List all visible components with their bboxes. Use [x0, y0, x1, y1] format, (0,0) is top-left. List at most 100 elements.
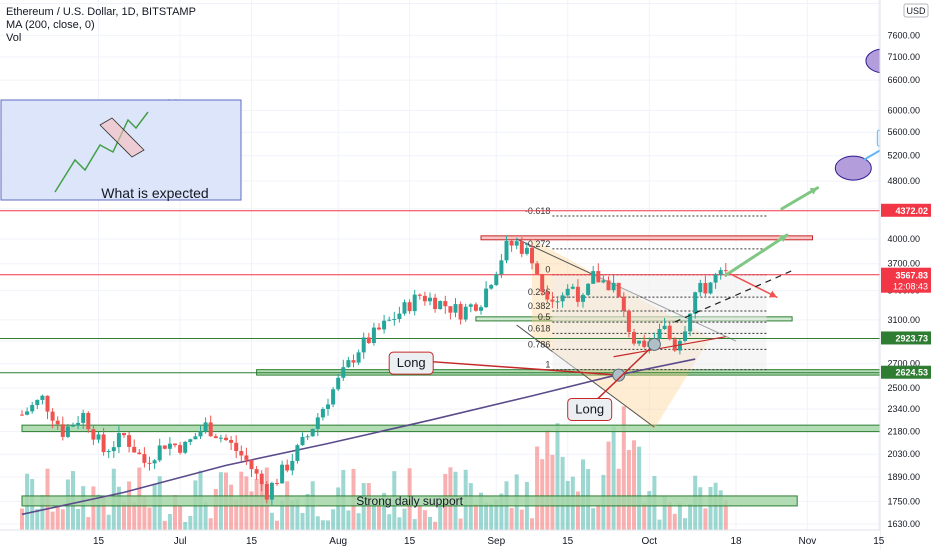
candle-body — [407, 302, 412, 312]
candle-body — [259, 473, 264, 485]
candle-body — [677, 340, 682, 351]
candle-body — [667, 325, 672, 340]
time-tick-label: Jul — [174, 536, 187, 547]
callout-target — [647, 337, 661, 351]
candles — [20, 235, 728, 506]
arrow-down-head — [768, 290, 777, 298]
candle-body — [637, 340, 642, 344]
volume-legend[interactable]: Vol — [6, 32, 22, 44]
time-tick-label: 15 — [873, 536, 885, 547]
volume-bar — [76, 509, 81, 530]
volume-bar — [708, 486, 713, 530]
candle-body — [530, 247, 534, 264]
candle-body — [366, 337, 371, 343]
candle-body — [428, 297, 432, 302]
price-badge-label: 4372.02 — [895, 206, 928, 216]
volume-bar — [300, 513, 305, 530]
candle-body — [50, 411, 55, 421]
arrow-down — [730, 273, 778, 298]
volume-bar — [555, 423, 560, 530]
fib-level-label: 0.5 — [538, 312, 551, 322]
candle-body — [642, 340, 647, 347]
price-axis: 1630.00 1750.00 1890.00 2030.00 2180.00 2340.… — [879, 0, 932, 550]
price-tick-label: 5600.00 — [887, 127, 920, 137]
volume-bar — [402, 508, 407, 530]
volume-bar — [382, 493, 387, 530]
candle-body — [116, 433, 121, 448]
volume-bar — [591, 508, 596, 530]
price-badge-label: 2923.73 — [895, 333, 928, 343]
candle-body — [693, 292, 698, 314]
price-badge — [881, 268, 931, 293]
candle-body — [30, 405, 35, 412]
volume-bar — [249, 491, 254, 530]
price-tick-label: 7100.00 — [887, 52, 920, 62]
volume-bar — [234, 499, 239, 530]
volume-bar — [489, 503, 494, 530]
volume-bar — [611, 426, 616, 530]
zone-box — [480, 235, 813, 241]
candle-body — [591, 271, 596, 284]
volume-bar — [550, 454, 555, 530]
fib-level-label: 0 — [545, 265, 550, 275]
volume-bar — [473, 504, 478, 530]
candle-body — [249, 459, 254, 470]
candle-body — [473, 304, 478, 311]
candle-body — [402, 302, 407, 314]
candle-body — [356, 352, 361, 363]
candle-body — [224, 437, 228, 441]
candle-body — [723, 270, 728, 272]
price-badge — [881, 365, 931, 379]
price-tick-label: 4800.00 — [887, 176, 920, 186]
volume-bar — [60, 509, 65, 530]
currency-label: USD — [906, 6, 926, 16]
candle-body — [422, 295, 427, 302]
candle-body — [178, 445, 183, 453]
ma-legend[interactable]: MA (200, close, 0) — [6, 19, 95, 31]
price-tick-label: 2700.00 — [887, 359, 920, 369]
volume-bar — [387, 514, 392, 530]
price-tick-label: 4000.00 — [887, 234, 920, 244]
candle-body — [601, 280, 606, 283]
volume-bar — [428, 516, 432, 530]
candle-body — [203, 422, 208, 432]
candle-body — [336, 377, 341, 390]
target-ellipse — [834, 155, 872, 181]
time-tick-label: Oct — [642, 536, 658, 547]
callout-target — [612, 368, 626, 382]
candle-body — [397, 313, 402, 320]
volume-bar — [106, 514, 111, 530]
candle-body — [122, 433, 126, 436]
candle-body — [331, 389, 336, 405]
volume-bar — [96, 494, 101, 530]
volume-bar — [147, 507, 152, 530]
volume-bar — [101, 497, 106, 530]
price-tick-label: 2030.00 — [887, 449, 920, 459]
candle-body — [341, 367, 346, 378]
candle-body — [621, 296, 626, 311]
volume-bar — [152, 483, 157, 530]
candle-body — [351, 360, 356, 363]
volume-bar — [657, 519, 662, 530]
volume-bar — [315, 516, 320, 530]
arrow-up-1 — [724, 233, 789, 277]
candle-body — [458, 304, 463, 320]
volume-bar — [458, 518, 463, 530]
candle-body — [575, 286, 580, 302]
volume-bar — [183, 521, 188, 530]
candle-body — [96, 434, 101, 440]
volume-bar — [55, 506, 60, 530]
price-tick-label: 6600.00 — [887, 75, 920, 85]
time-tick-label: Aug — [329, 536, 347, 547]
candle-body — [315, 417, 320, 429]
candle-body — [632, 331, 636, 344]
symbol-title[interactable]: Ethereum / U.S. Dollar, 1D, BITSTAMP — [6, 6, 196, 18]
price-badge — [881, 331, 931, 345]
chart-legend: Ethereum / U.S. Dollar, 1D, BITSTAMP MA … — [6, 6, 196, 45]
candle-body — [479, 307, 483, 311]
volume-bar — [371, 503, 376, 530]
candle-body — [504, 240, 509, 261]
volume-bar — [295, 499, 300, 530]
